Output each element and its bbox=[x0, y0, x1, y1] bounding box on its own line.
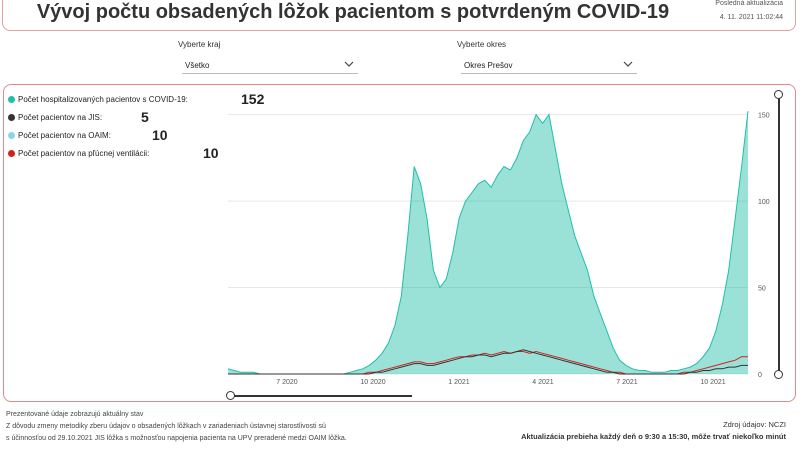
horizontal-range-slider[interactable] bbox=[230, 395, 412, 397]
legend-item-ventilation: Počet pacientov na pľúcnej ventilácii: bbox=[8, 149, 149, 158]
region-dropdown-value: Všetko bbox=[185, 61, 210, 70]
chart-panel bbox=[3, 84, 796, 402]
footnote-3: s účinnosťou od 29.10.2021 JIS lôžka s m… bbox=[6, 435, 347, 442]
legend-dot bbox=[8, 114, 15, 121]
legend-label: Počet hospitalizovaných pacientov s COVI… bbox=[18, 95, 188, 104]
legend-value-oaim: 10 bbox=[152, 127, 168, 143]
district-filter-label: Vyberte okres bbox=[457, 40, 507, 49]
region-filter-label: Vyberte kraj bbox=[178, 40, 221, 49]
footnote-1: Prezentované údaje zobrazujú aktuálny st… bbox=[6, 411, 144, 418]
y-tick-label: 50 bbox=[758, 286, 766, 293]
legend-dot bbox=[8, 132, 15, 139]
legend-value-ventilation: 10 bbox=[203, 145, 219, 161]
last-update-label: Posledná aktualizácia bbox=[715, 0, 783, 7]
header-bar: Vývoj počtu obsadených lôžok pacientom s… bbox=[2, 0, 796, 31]
legend-label: Počet pacientov na JIS: bbox=[18, 113, 103, 122]
legend-value-icu: 5 bbox=[141, 109, 149, 125]
region-dropdown[interactable]: Všetko bbox=[182, 56, 358, 74]
last-update-time: 4. 11. 2021 11:02:44 bbox=[719, 14, 783, 21]
district-dropdown[interactable]: Okres Prešov bbox=[461, 56, 637, 74]
legend-label: Počet pacientov na OAIM: bbox=[18, 131, 111, 140]
legend-label: Počet pacientov na pľúcnej ventilácii: bbox=[18, 149, 150, 158]
series-line-2 bbox=[228, 349, 748, 375]
y-tick-label: 0 bbox=[758, 372, 762, 379]
district-dropdown-value: Okres Prešov bbox=[464, 61, 513, 70]
legend-dot bbox=[8, 96, 15, 103]
legend-item-icu: Počet pacientov na JIS: bbox=[8, 113, 102, 122]
legend-item-hospitalized: Počet hospitalizovaných pacientov s COVI… bbox=[8, 95, 188, 104]
chevron-down-icon bbox=[344, 61, 354, 67]
x-tick-label: 4 2021 bbox=[532, 379, 554, 386]
update-schedule-note: Aktualizácia prebieha každý deň o 9:30 a… bbox=[521, 432, 786, 441]
legend-dot bbox=[8, 150, 15, 157]
x-tick-label: 10 2020 bbox=[360, 379, 385, 386]
x-tick-label: 7 2021 bbox=[616, 379, 638, 386]
page-title: Vývoj počtu obsadených lôžok pacientom s… bbox=[36, 1, 670, 23]
x-tick-label: 7 2020 bbox=[276, 379, 298, 386]
chevron-down-icon bbox=[623, 61, 633, 67]
horizontal-slider-left-handle[interactable] bbox=[226, 391, 235, 400]
x-tick-label: 10 2021 bbox=[700, 379, 725, 386]
vertical-range-slider[interactable] bbox=[778, 96, 780, 376]
series-area-0 bbox=[228, 111, 748, 374]
vertical-slider-top-handle[interactable] bbox=[774, 90, 783, 99]
legend-value-hospitalized: 152 bbox=[241, 91, 265, 107]
legend-item-oaim: Počet pacientov na OAIM: bbox=[8, 131, 111, 140]
footnote-2: Z dôvodu zmeny metodiky zberu údajov o o… bbox=[6, 423, 326, 430]
data-source: Zdroj údajov: NCZI bbox=[723, 420, 786, 429]
x-tick-label: 1 2021 bbox=[448, 379, 470, 386]
vertical-slider-bottom-handle[interactable] bbox=[774, 370, 783, 379]
y-tick-label: 100 bbox=[758, 199, 770, 206]
y-tick-label: 150 bbox=[758, 113, 770, 120]
